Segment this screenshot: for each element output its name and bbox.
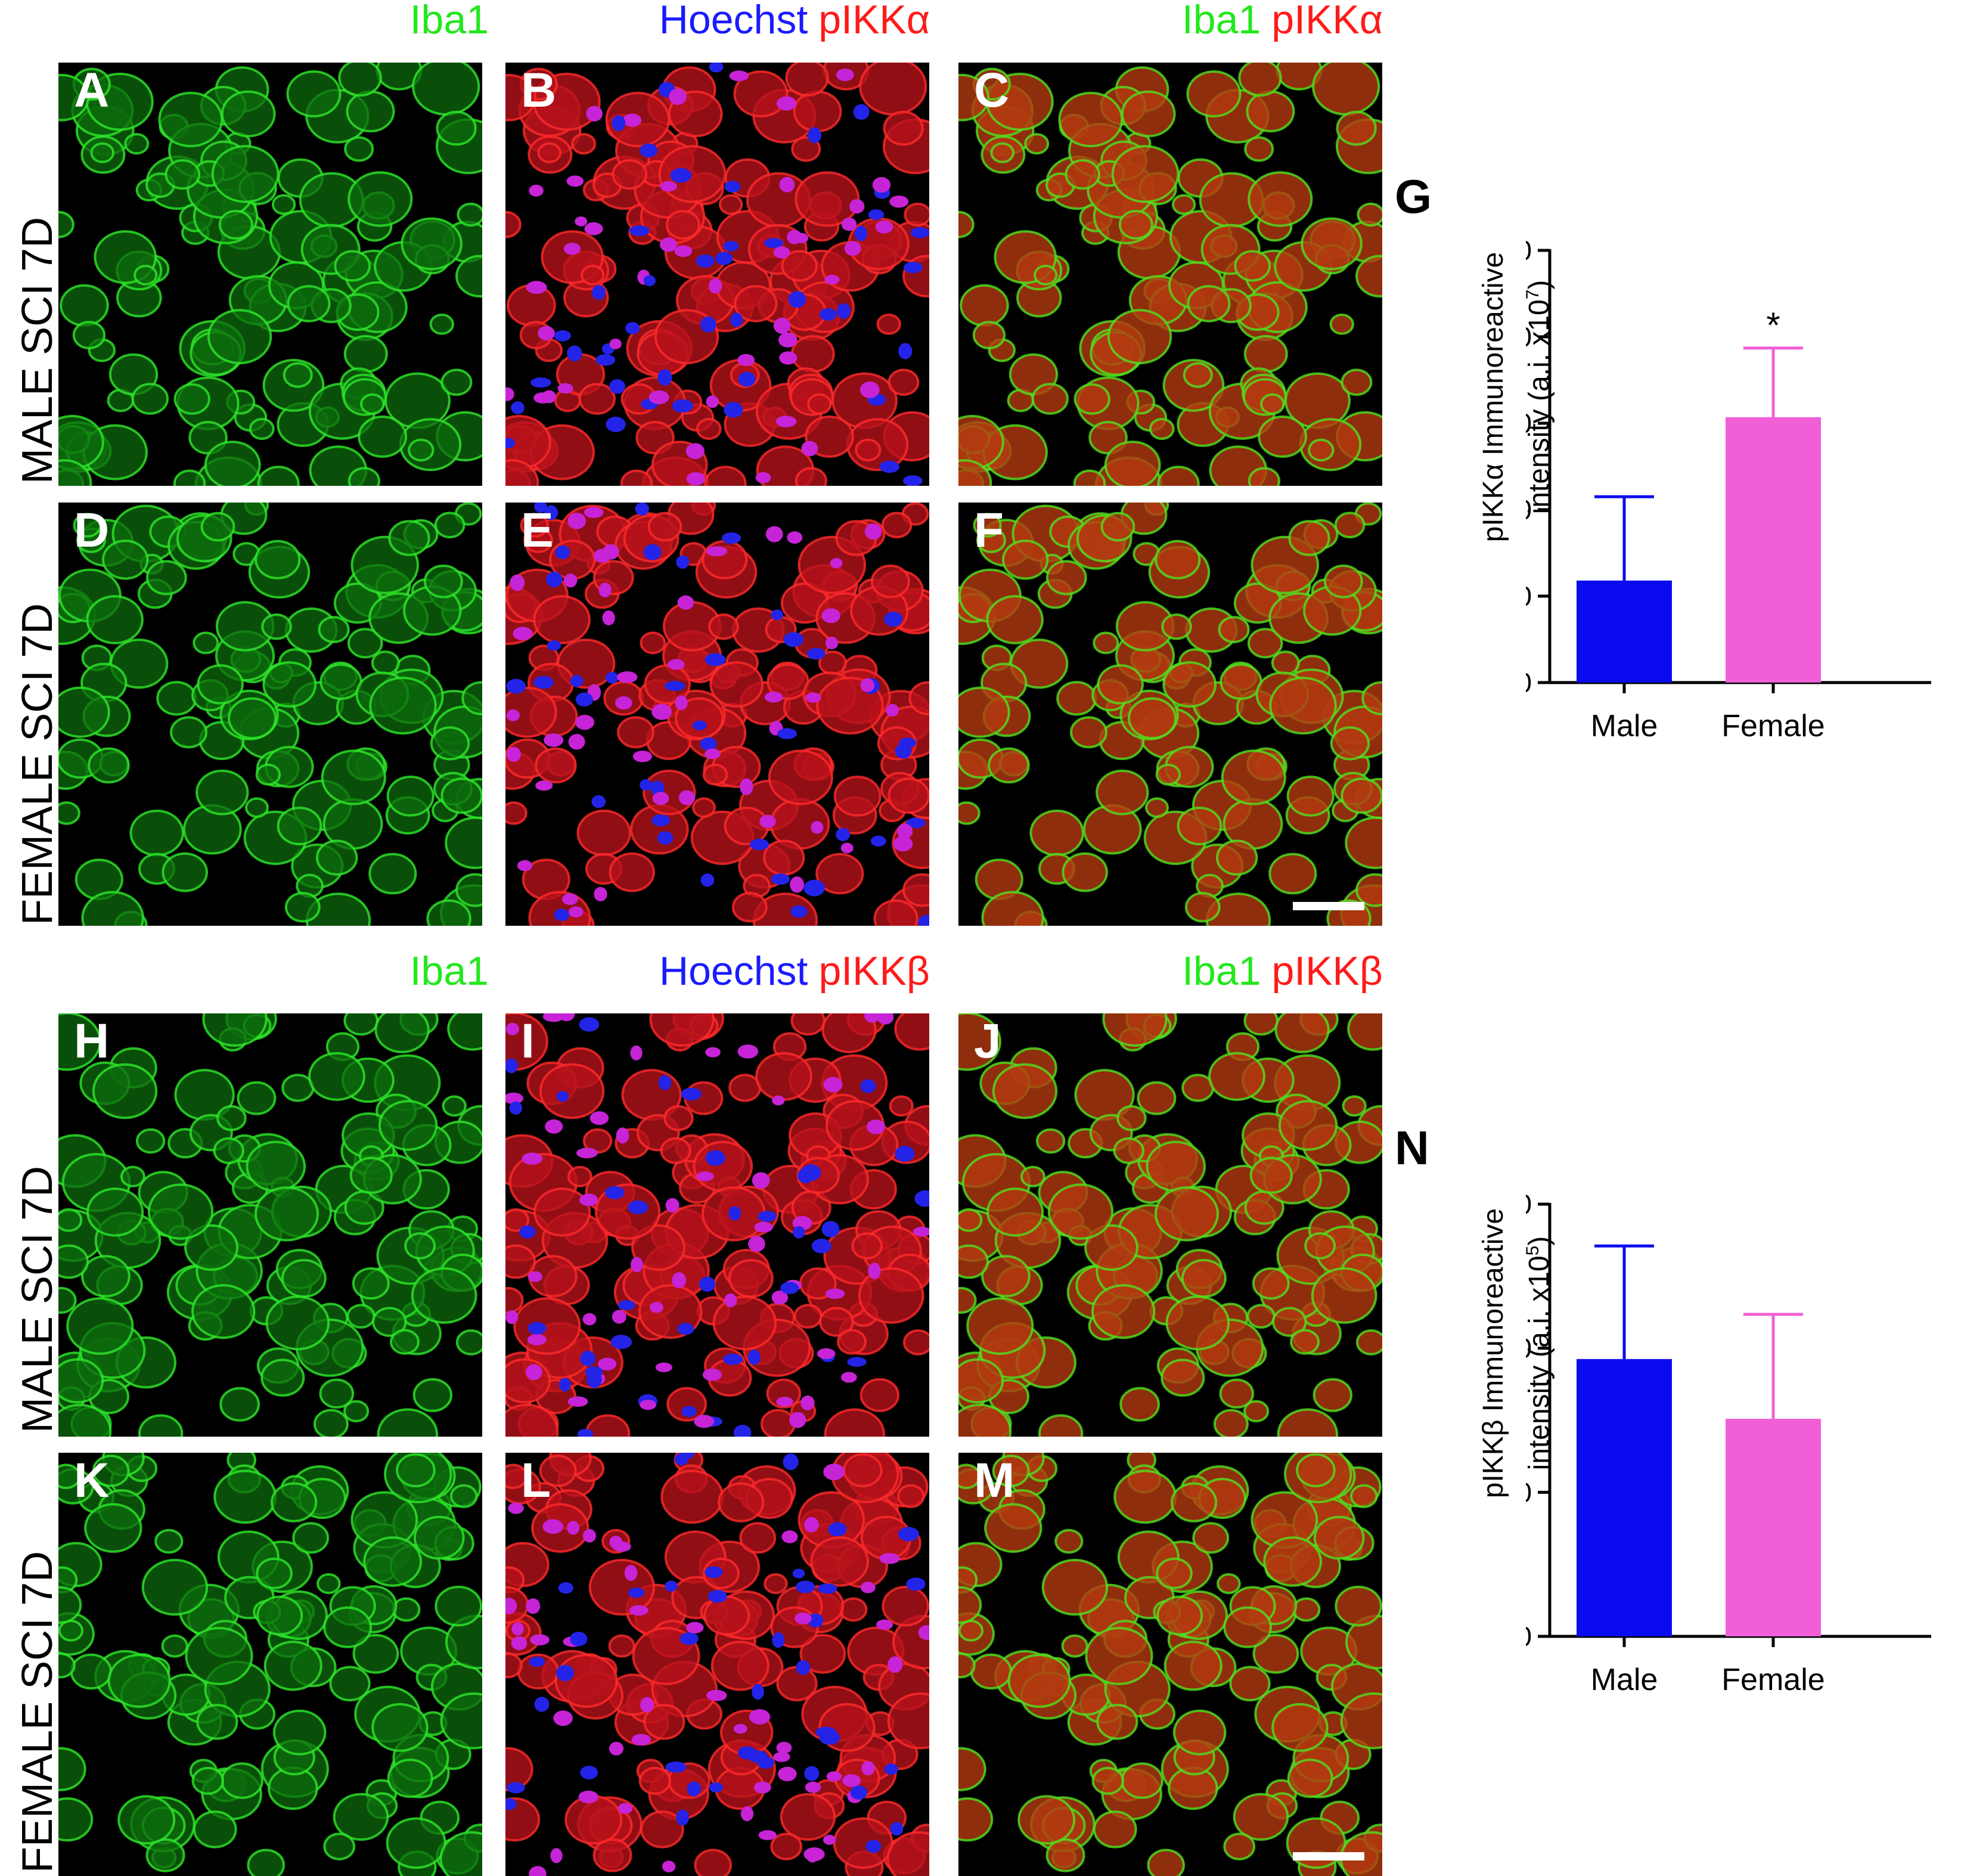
y-tick-label: 2.0 <box>1526 494 1532 525</box>
x-tick-label: Female <box>1721 1663 1825 1697</box>
header-iba1: Iba1 <box>1181 0 1261 42</box>
x-tick-label: Male <box>1591 1663 1658 1697</box>
header-iba1: Iba1 <box>1182 948 1261 994</box>
significance-marker: * <box>1766 305 1780 345</box>
chart-letter-n: N <box>1395 1121 1429 1174</box>
micrograph-panel-c: C <box>958 63 1382 486</box>
panel-letter: H <box>74 1014 110 1068</box>
header-pikkb: pIKKβ <box>1271 948 1383 994</box>
header-col2-top: Hoechst pIKKα <box>596 0 930 43</box>
panel-letter: D <box>74 503 110 557</box>
y-tick-label: 0 <box>1526 1621 1532 1652</box>
bar-female <box>1726 1419 1821 1636</box>
micrograph-panel-i: I <box>505 1013 929 1437</box>
panel-letter: M <box>974 1453 1015 1508</box>
x-tick-label: Male <box>1591 709 1658 743</box>
micrograph-texture <box>958 63 1382 486</box>
micrograph-panel-d: D <box>58 503 482 926</box>
micrograph-panel-f: F <box>958 503 1382 926</box>
micrograph-texture <box>58 63 482 486</box>
micrograph-panel-l: L <box>505 1453 929 1876</box>
panel-letter: E <box>521 503 554 557</box>
micrograph-panel-j: J <box>958 1013 1382 1437</box>
panel-letter: L <box>521 1453 551 1508</box>
header-col2-bottom: Hoechst pIKKβ <box>596 948 930 994</box>
header-iba1: Iba1 <box>409 948 489 994</box>
y-tick-label: 2.0 <box>1526 1477 1532 1508</box>
header-pikka: pIKKα <box>1271 0 1383 42</box>
y-tick-label: 3.0 <box>1526 408 1532 439</box>
header-col3-top: Iba1 pIKKα <box>1073 0 1383 43</box>
header-hoechst: Hoechst <box>659 948 808 994</box>
panel-letter: C <box>974 63 1010 117</box>
y-tick-label: 1.0 <box>1526 581 1532 612</box>
scale-bar <box>1293 902 1364 910</box>
header-col1-bottom: Iba1 <box>346 948 489 994</box>
y-tick-label: 5.0 <box>1526 235 1532 266</box>
x-tick-label: Female <box>1721 709 1825 743</box>
chart-g-bar-chart: 0 1.0 2.0 3.0 4.0 5.0 Male Female * <box>1526 235 1931 743</box>
header-pikka: pIKKα <box>818 0 930 42</box>
row-label-male-bottom: MALE SCI 7D <box>14 1165 61 1433</box>
chart-n-bar-chart: 0 2.0 4.0 6.0 Male Female <box>1526 1189 1931 1697</box>
micrograph-texture <box>58 503 482 926</box>
micrograph-panel-k: K <box>58 1453 482 1876</box>
bar-female <box>1726 417 1821 683</box>
micrograph-panel-a: A <box>58 63 482 486</box>
bar-male <box>1577 580 1672 683</box>
micrograph-texture <box>505 1453 929 1876</box>
micrograph-texture <box>58 1453 482 1876</box>
header-col3-bottom: Iba1 pIKKβ <box>1073 948 1383 994</box>
panel-letter: F <box>974 503 1004 557</box>
micrograph-texture <box>958 503 1382 926</box>
panel-letter: K <box>74 1453 110 1508</box>
y-tick-label: 4.0 <box>1526 321 1532 352</box>
micrograph-panel-e: E <box>505 503 929 926</box>
micrograph-texture <box>505 63 929 486</box>
micrograph-panel-b: B <box>505 63 929 486</box>
y-tick-label: 6.0 <box>1526 1189 1532 1220</box>
header-pikkb: pIKKβ <box>818 948 930 994</box>
micrograph-texture <box>505 1013 929 1437</box>
micrograph-texture <box>958 1453 1382 1876</box>
micrograph-texture <box>58 1013 482 1437</box>
y-tick-label: 4.0 <box>1526 1333 1532 1364</box>
scale-bar <box>1293 1852 1364 1861</box>
panel-letter: J <box>974 1014 1001 1068</box>
panel-letter: B <box>521 63 557 117</box>
header-iba1: Iba1 <box>409 0 489 42</box>
chart-letter-g: G <box>1395 170 1432 223</box>
ylabel-line1: pIKKβ Immunoreactive <box>1478 1208 1509 1499</box>
micrograph-panel-m: M <box>958 1453 1382 1876</box>
micrograph-texture <box>958 1013 1382 1437</box>
row-label-female-top: FEMALE SCI 7D <box>14 603 61 925</box>
micrograph-texture <box>505 503 929 926</box>
header-hoechst: Hoechst <box>659 0 808 42</box>
y-tick-label: 0 <box>1526 667 1532 698</box>
ylabel-line1: pIKKα Immunoreactive <box>1478 252 1509 542</box>
bar-male <box>1577 1359 1672 1636</box>
panel-letter: I <box>521 1014 535 1068</box>
row-label-female-bottom: FEMALE SCI 7D <box>14 1551 61 1873</box>
micrograph-panel-h: H <box>58 1013 482 1437</box>
panel-letter: A <box>74 63 110 117</box>
header-col1-top: Iba1 <box>346 0 489 43</box>
row-label-male-top: MALE SCI 7D <box>14 216 61 484</box>
